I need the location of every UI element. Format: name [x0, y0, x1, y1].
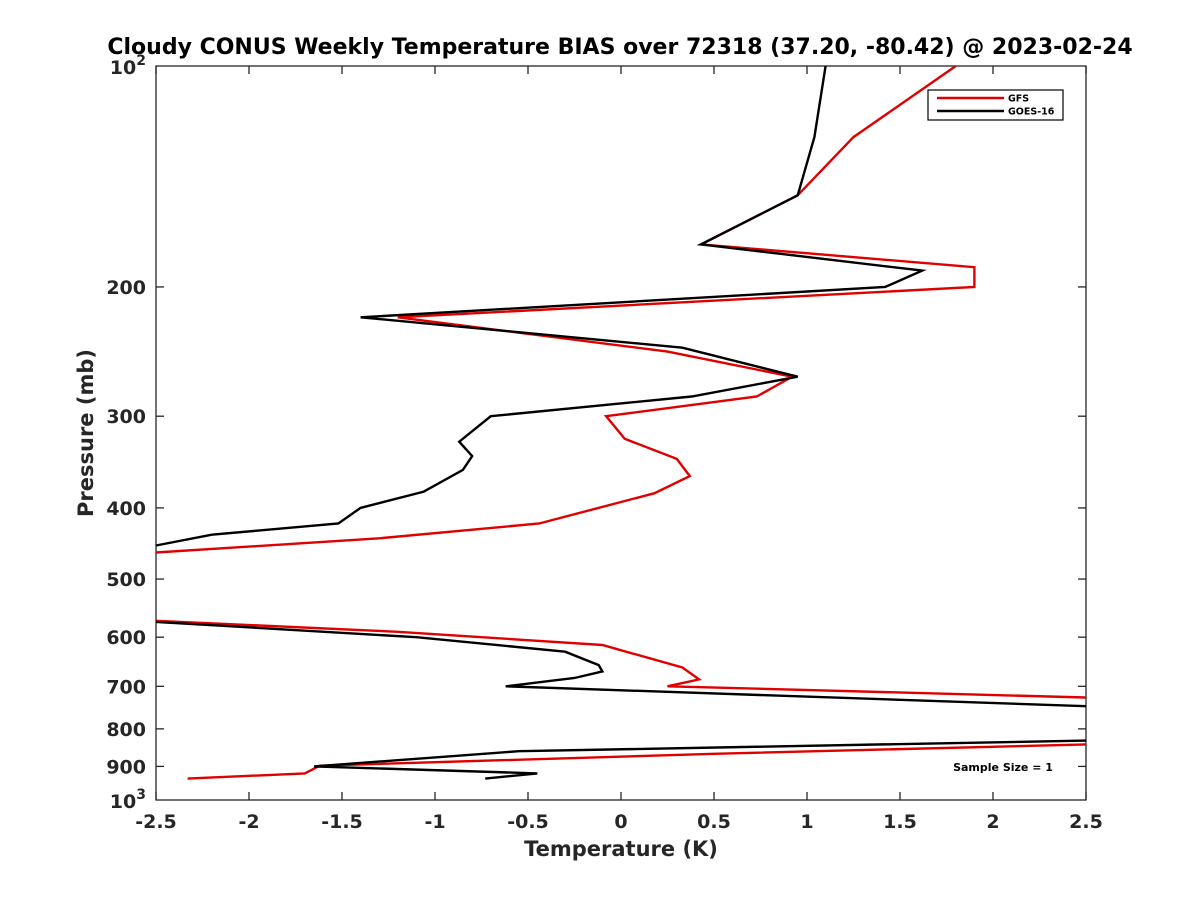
- axes: -2.5 -2 -1.5 -1 -0.5 0 0.5 1 1.5 2 2.5 200 300 400 500…: [106, 53, 1103, 833]
- series-line: [314, 739, 1087, 780]
- y-tick-label: 700: [106, 676, 146, 698]
- y-tick-label: 500: [106, 569, 146, 591]
- x-tick-label: 0: [614, 811, 627, 833]
- series-line: [155, 619, 1087, 699]
- series-line: [155, 65, 927, 547]
- x-tick-label: -1.5: [321, 811, 363, 833]
- chart-title: Cloudy CONUS Weekly Temperature BIAS ove…: [107, 35, 1132, 60]
- y-top-label: 102: [110, 53, 146, 79]
- legend-box: [927, 89, 1064, 121]
- sample-size-annotation: Sample Size = 1: [953, 761, 1053, 774]
- x-tick-label: -1: [424, 811, 445, 833]
- series-line: [155, 65, 976, 554]
- x-tick-label: 1.5: [883, 811, 917, 833]
- x-axis-label: Temperature (K): [524, 837, 718, 861]
- y-tick-label: 400: [106, 498, 146, 520]
- series-line: [155, 620, 1087, 708]
- series-goes-16: [155, 65, 1087, 780]
- x-tick-label: 2.5: [1069, 811, 1103, 833]
- y-tick-label: 300: [106, 406, 146, 428]
- y-bottom-label: 103: [110, 787, 146, 813]
- x-tick-label: 2: [986, 811, 999, 833]
- x-tick-label: -2: [238, 811, 259, 833]
- legend-label: GOES-16: [1008, 107, 1055, 118]
- x-tick-label: 0.5: [697, 811, 731, 833]
- y-tick-label: 200: [106, 277, 146, 299]
- y-axis-label: Pressure (mb): [74, 349, 98, 517]
- x-tick-label: -2.5: [135, 811, 177, 833]
- legend-label: GFS: [1008, 94, 1029, 105]
- x-tick-label: -0.5: [507, 811, 549, 833]
- y-tick-label: 800: [106, 719, 146, 741]
- series-gfs: [155, 65, 1087, 780]
- legend: GFS GOES-16: [927, 89, 1064, 121]
- y-tick-label: 900: [106, 756, 146, 778]
- series-layer: [155, 65, 1087, 780]
- y-tick-label: 600: [106, 627, 146, 649]
- x-tick-label: 1: [800, 811, 813, 833]
